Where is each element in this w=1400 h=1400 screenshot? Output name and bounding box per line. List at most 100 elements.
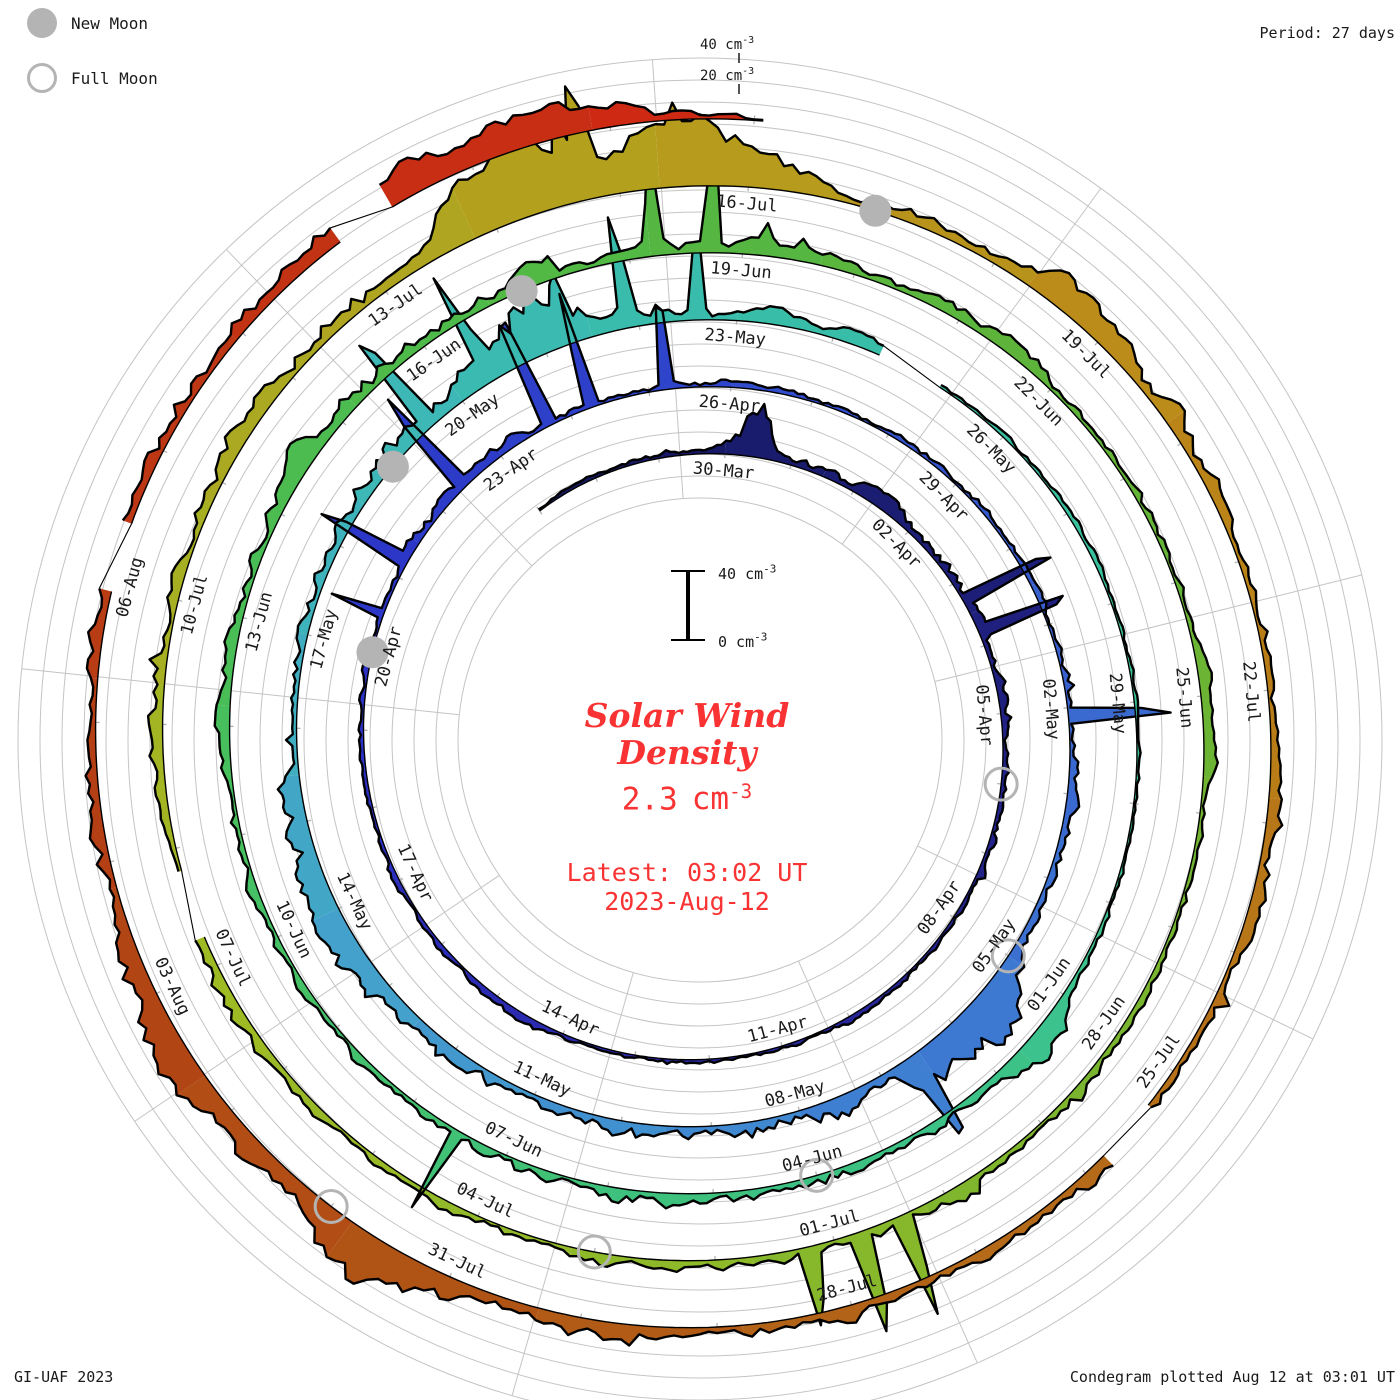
- spiral-baseline: [161, 185, 1272, 1106]
- density-fill-segment: [246, 867, 325, 1014]
- density-fill-segment: [608, 307, 732, 402]
- date-label: 29-Apr: [915, 468, 973, 526]
- center-annotation: Solar Wind Density 2.3 cm-3 Latest: 03:02…: [567, 697, 808, 916]
- date-label: 19-Jun: [710, 258, 773, 283]
- density-fill-segment: [938, 1155, 1114, 1276]
- date-label: 02-May: [1038, 678, 1063, 741]
- density-fill-segment: [362, 769, 400, 883]
- plot-title-line2: Density: [617, 733, 757, 772]
- spiral-baseline: [203, 252, 1205, 1262]
- density-fill-segment: [746, 1143, 898, 1200]
- plot-title-line1: Solar Wind: [584, 696, 790, 735]
- credit-label: GI-UAF 2023: [14, 1368, 114, 1386]
- svg-text:40 cm-3: 40 cm-3: [718, 563, 776, 583]
- date-label: 29-May: [1105, 672, 1130, 735]
- full-moon-icon: [27, 63, 57, 93]
- density-fill-segment: [1019, 920, 1106, 1064]
- density-curve: [121, 227, 332, 522]
- full-moon-marker: [799, 1157, 835, 1193]
- density-fill-segment: [230, 227, 341, 340]
- full-moon-marker: [313, 1188, 349, 1224]
- density-fill-segment: [1031, 583, 1074, 708]
- density-fill-segment: [261, 1050, 405, 1181]
- new-moon-icon: [27, 8, 57, 38]
- density-fill-segment: [970, 595, 1063, 714]
- outer-scale-labels: 40 cm-3 20 cm-3: [700, 35, 754, 94]
- density-curve: [84, 588, 1114, 1347]
- svg-text:0 cm-3: 0 cm-3: [718, 631, 767, 651]
- density-fill-segment: [109, 887, 206, 1096]
- svg-text:40 cm-3: 40 cm-3: [700, 35, 754, 53]
- new-moon-marker: [505, 275, 538, 308]
- spiral-baseline: [130, 241, 341, 524]
- density-fill-segment: [1028, 270, 1185, 423]
- density-fill-segment: [1163, 776, 1213, 950]
- moon-markers: [313, 194, 1026, 1270]
- density-fill-segment: [532, 1094, 667, 1138]
- density-fill-segment: [977, 326, 1106, 449]
- density-fill-segment: [822, 469, 912, 532]
- density-fill-segment: [85, 677, 117, 889]
- density-curve: [276, 216, 1172, 1141]
- density-curve: [194, 138, 1219, 1333]
- density-fill-segment: [799, 1051, 963, 1134]
- density-fill-segment: [314, 188, 475, 349]
- density-fill-segment: [671, 1046, 783, 1064]
- density-fill-segment: [908, 528, 1051, 614]
- density-fill-segment: [312, 908, 421, 1028]
- density-fill-segment: [895, 1050, 1033, 1149]
- full-moon-marker: [576, 1234, 612, 1270]
- data-gap-slash: [330, 206, 393, 229]
- density-fill-segment: [262, 398, 357, 546]
- density-fill-segment: [918, 955, 1025, 1080]
- density-fill-segment: [587, 1182, 747, 1209]
- date-label: 30-Mar: [692, 458, 755, 483]
- date-label: 23-May: [704, 325, 767, 350]
- center-scale-bar: 40 cm-3 0 cm-3: [671, 563, 776, 651]
- density-fill-segment: [535, 1308, 744, 1346]
- date-label: 26-Apr: [698, 392, 761, 417]
- date-label: 16-Jun: [403, 334, 465, 386]
- data-gap-slash: [1103, 1106, 1152, 1156]
- spiral-baseline: [94, 591, 1105, 1329]
- density-fill-segment: [148, 684, 182, 872]
- density-exponent: -3: [729, 780, 753, 803]
- density-fill-segment: [297, 499, 365, 635]
- new-moon-marker: [356, 636, 389, 669]
- legend-row-full-moon: Full Moon: [27, 63, 158, 93]
- legend-row-new-moon: New Moon: [27, 8, 158, 38]
- date-label: 05-Apr: [971, 684, 996, 747]
- density-fill-segment: [1167, 410, 1257, 601]
- density-fill-segment: [358, 651, 373, 770]
- moon-legend: New Moon Full Moon: [27, 8, 158, 118]
- density-fill-segment: [86, 588, 112, 679]
- density-fill-segment: [1218, 798, 1283, 994]
- spiral-baseline: [391, 118, 764, 208]
- density-fill-segment: [1117, 620, 1141, 772]
- plotted-time-label: Condegram plotted Aug 12 at 03:01 UT: [1069, 1368, 1395, 1386]
- new-moon-marker: [859, 194, 892, 227]
- density-fill-segment: [452, 86, 660, 239]
- date-label: 25-Jun: [1171, 666, 1196, 729]
- density-fill-segment: [645, 139, 823, 266]
- density-fill-segment: [1059, 707, 1171, 838]
- data-gap-slash: [181, 870, 196, 941]
- full-moon-marker: [990, 938, 1026, 974]
- density-fill-segment: [195, 936, 270, 1057]
- density-fill-segment: [1250, 599, 1282, 800]
- density-fill-segment: [725, 404, 826, 477]
- date-label: 06-Aug: [112, 555, 147, 620]
- period-label: Period: 27 days: [1259, 24, 1395, 42]
- density-fill-segment: [819, 253, 981, 332]
- svg-text:20 cm-3: 20 cm-3: [700, 66, 754, 84]
- density-fill-segment: [176, 1075, 353, 1257]
- density-number: 2.3: [621, 781, 678, 818]
- density-fill-segment: [149, 499, 212, 686]
- polar-grid: [17, 57, 1383, 1400]
- latest-date: 2023-Aug-12: [604, 887, 770, 917]
- density-fill-segment: [851, 413, 958, 485]
- date-label: 08-Apr: [914, 877, 966, 939]
- density-fill-segment: [216, 543, 267, 706]
